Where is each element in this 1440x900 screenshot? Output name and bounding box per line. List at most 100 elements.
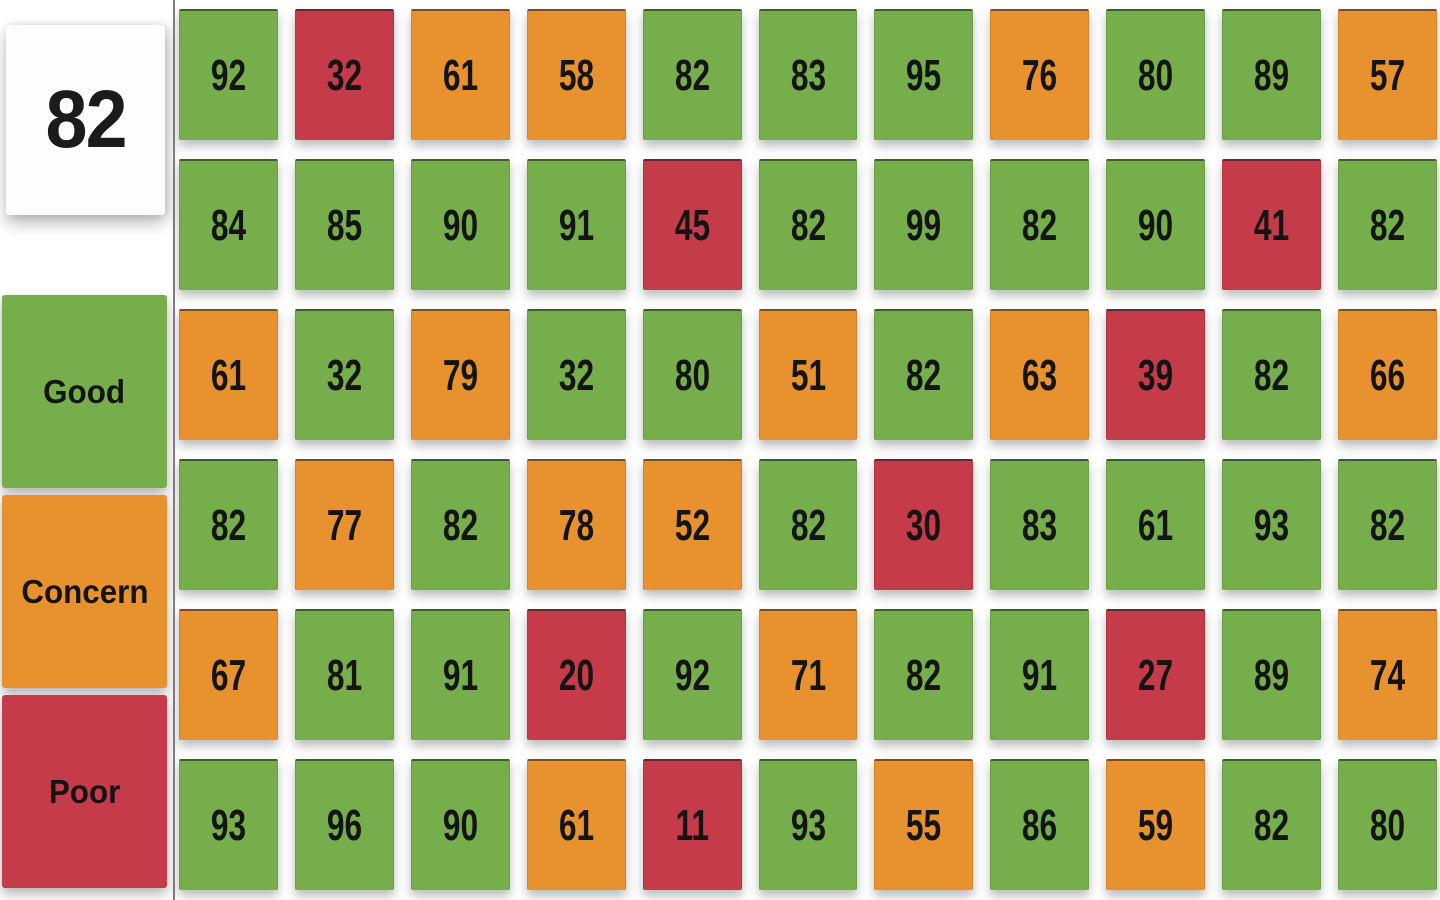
score-tile-value: 91	[442, 650, 478, 700]
score-tile[interactable]: 85	[294, 159, 394, 290]
score-tile[interactable]: 20	[526, 609, 626, 740]
score-tile[interactable]: 84	[179, 159, 278, 290]
score-tile[interactable]: 83	[990, 459, 1090, 590]
score-tile[interactable]: 90	[410, 159, 510, 290]
score-tile[interactable]: 80	[1106, 9, 1206, 140]
score-tile[interactable]: 71	[758, 609, 858, 740]
score-tile[interactable]: 27	[1106, 609, 1206, 740]
score-tile[interactable]: 77	[294, 459, 394, 590]
score-tile-value: 61	[1138, 500, 1174, 550]
score-tile[interactable]: 32	[294, 9, 394, 140]
legend-item-concern[interactable]: Concern	[2, 495, 167, 688]
legend-label-concern: Concern	[20, 572, 149, 610]
score-tile[interactable]: 82	[1222, 759, 1322, 890]
score-tile[interactable]: 61	[1106, 459, 1206, 590]
score-tile-value: 95	[906, 50, 942, 100]
score-tile-value: 11	[675, 800, 709, 850]
score-tile-value: 91	[1022, 650, 1058, 700]
score-tile[interactable]: 91	[990, 609, 1090, 740]
score-tile-value: 55	[906, 800, 942, 850]
score-tile[interactable]: 83	[758, 9, 858, 140]
score-tile[interactable]: 78	[526, 459, 626, 590]
score-tile[interactable]: 96	[294, 759, 394, 890]
score-tile[interactable]: 82	[642, 9, 742, 140]
score-tile[interactable]: 82	[410, 459, 510, 590]
legend-item-good[interactable]: Good	[2, 295, 167, 488]
score-tile[interactable]: 51	[758, 309, 858, 440]
legend-item-poor[interactable]: Poor	[2, 695, 167, 888]
score-tile[interactable]: 58	[526, 9, 626, 140]
score-tile[interactable]: 82	[1338, 159, 1437, 290]
score-tile[interactable]: 81	[294, 609, 394, 740]
score-tile[interactable]: 61	[179, 309, 278, 440]
score-tile[interactable]: 67	[179, 609, 278, 740]
score-tile[interactable]: 91	[410, 609, 510, 740]
score-tile-value: 90	[442, 200, 478, 250]
score-tile-value: 27	[1138, 650, 1174, 700]
score-tile[interactable]: 93	[179, 759, 278, 890]
score-tile-value: 82	[1022, 200, 1058, 250]
score-tile-value: 90	[1138, 200, 1174, 250]
score-tile[interactable]: 32	[294, 309, 394, 440]
score-tile[interactable]: 79	[410, 309, 510, 440]
legend: Good Concern Poor	[2, 295, 167, 888]
score-tile[interactable]: 82	[874, 609, 974, 740]
score-tile[interactable]: 80	[642, 309, 742, 440]
legend-label-poor: Poor	[48, 772, 121, 810]
score-tile[interactable]: 82	[758, 459, 858, 590]
score-tile[interactable]: 82	[990, 159, 1090, 290]
score-tile[interactable]: 55	[874, 759, 974, 890]
score-tile-value: 39	[1138, 350, 1174, 400]
score-tile[interactable]: 82	[179, 459, 278, 590]
score-heatmap-grid: 92 32 61 58 82 83 95 76 80 89 57 84 85 90 91 45 82 99 82 90…	[176, 0, 1440, 900]
score-tile[interactable]: 93	[1222, 459, 1322, 590]
score-tile-value: 80	[674, 350, 710, 400]
score-tile-value: 81	[326, 650, 362, 700]
score-tile[interactable]: 99	[874, 159, 974, 290]
score-tile[interactable]: 41	[1222, 159, 1322, 290]
score-tile[interactable]: 76	[990, 9, 1090, 140]
score-tile[interactable]: 93	[758, 759, 858, 890]
score-tile[interactable]: 89	[1222, 609, 1322, 740]
score-tile[interactable]: 80	[1338, 759, 1437, 890]
score-tile-value: 82	[906, 350, 942, 400]
score-tile[interactable]: 11	[642, 759, 742, 890]
score-tile[interactable]: 57	[1338, 9, 1437, 140]
score-tile[interactable]: 90	[410, 759, 510, 890]
score-tile-value: 77	[326, 500, 362, 550]
score-tile[interactable]: 89	[1222, 9, 1322, 140]
score-tile[interactable]: 66	[1338, 309, 1437, 440]
score-tile-value: 41	[1253, 200, 1290, 250]
score-tile[interactable]: 82	[1222, 309, 1322, 440]
score-tile[interactable]: 90	[1106, 159, 1206, 290]
score-tile[interactable]: 52	[642, 459, 742, 590]
score-tile[interactable]: 91	[526, 159, 626, 290]
score-tile-value: 30	[906, 500, 942, 550]
score-tile[interactable]: 92	[179, 9, 278, 140]
score-tile-value: 89	[1253, 50, 1290, 100]
score-tile-value: 83	[790, 50, 826, 100]
score-tile-value: 82	[1369, 200, 1406, 250]
score-tile[interactable]: 32	[526, 309, 626, 440]
score-tile[interactable]: 74	[1338, 609, 1437, 740]
score-tile-value: 83	[1022, 500, 1058, 550]
overall-score-value: 82	[45, 74, 127, 165]
score-tile[interactable]: 30	[874, 459, 974, 590]
score-tile[interactable]: 95	[874, 9, 974, 140]
score-tile-value: 82	[1253, 800, 1290, 850]
score-tile[interactable]: 61	[526, 759, 626, 890]
score-tile[interactable]: 82	[758, 159, 858, 290]
score-tile[interactable]: 86	[990, 759, 1090, 890]
score-tile-value: 57	[1369, 50, 1406, 100]
score-tile-value: 61	[210, 350, 247, 400]
score-tile[interactable]: 45	[642, 159, 742, 290]
score-tile[interactable]: 61	[410, 9, 510, 140]
score-tile[interactable]: 82	[874, 309, 974, 440]
score-tile[interactable]: 39	[1106, 309, 1206, 440]
score-tile[interactable]: 59	[1106, 759, 1206, 890]
score-tile[interactable]: 92	[642, 609, 742, 740]
score-tile[interactable]: 82	[1338, 459, 1437, 590]
score-tile-value: 82	[1369, 500, 1406, 550]
score-tile[interactable]: 63	[990, 309, 1090, 440]
score-tile-value: 82	[210, 500, 247, 550]
